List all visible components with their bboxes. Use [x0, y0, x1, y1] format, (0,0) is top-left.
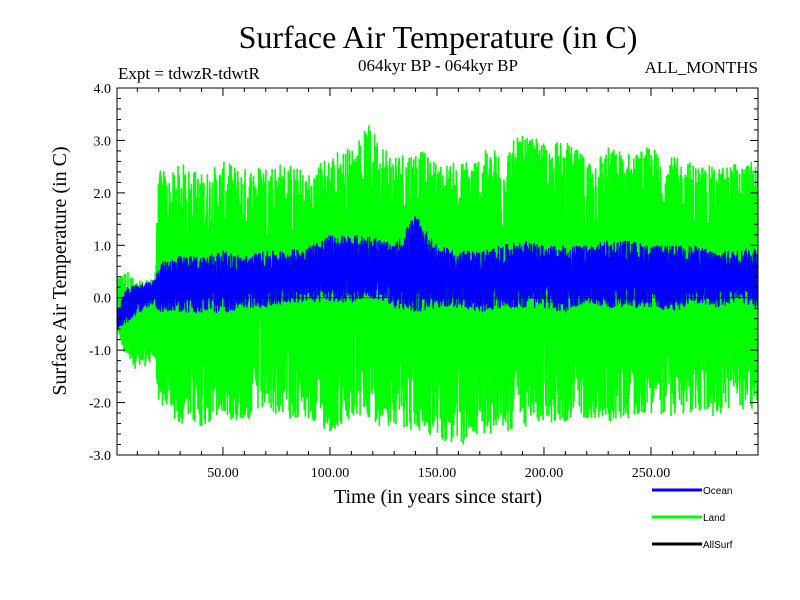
x-tick-label: 50.00 — [207, 466, 239, 481]
x-tick-label: 100.00 — [311, 466, 350, 481]
y-tick-label: 4.0 — [94, 82, 112, 97]
y-tick-label: -3.0 — [89, 449, 111, 464]
x-tick-label: 200.00 — [525, 466, 564, 481]
x-tick-label: 150.00 — [418, 466, 457, 481]
legend-label-ocean: Ocean — [703, 486, 732, 497]
series-layer — [117, 125, 758, 445]
y-tick-label: -1.0 — [89, 344, 111, 359]
x-tick-label: 250.00 — [632, 466, 671, 481]
y-tick-label: 0.0 — [94, 292, 112, 307]
y-tick-label: 1.0 — [94, 239, 112, 254]
series-ocean — [117, 216, 758, 329]
experiment-label: Expt = tdwzR-tdwtR — [118, 64, 260, 83]
y-tick-label: 3.0 — [94, 134, 112, 149]
chart-subtitle: 064kyr BP - 064kyr BP — [358, 56, 518, 75]
y-tick-label: -2.0 — [89, 397, 111, 412]
plot-area: -3.0 -2.0 -1.0 0.0 1.0 2.0 3.0 4.0 50.00 100.00 1… — [89, 82, 759, 481]
x-axis: 50.00 100.00 150.00 200.00 250.00 — [136, 88, 738, 481]
y-tick-label: 2.0 — [94, 187, 112, 202]
period-label: ALL_MONTHS — [645, 58, 758, 77]
legend: Ocean Land AllSurf — [652, 486, 733, 551]
chart-title: Surface Air Temperature (in C) — [239, 19, 638, 55]
series-line-ocean — [117, 216, 758, 329]
x-axis-label: Time (in years since start) — [334, 486, 542, 508]
legend-label-allsurf: AllSurf — [703, 540, 733, 551]
legend-label-land: Land — [703, 513, 725, 524]
plot-frame — [116, 87, 759, 456]
y-axis: -3.0 -2.0 -1.0 0.0 1.0 2.0 3.0 4.0 — [89, 82, 758, 464]
y-axis-label: Surface Air Temperature (in C) — [49, 146, 71, 395]
